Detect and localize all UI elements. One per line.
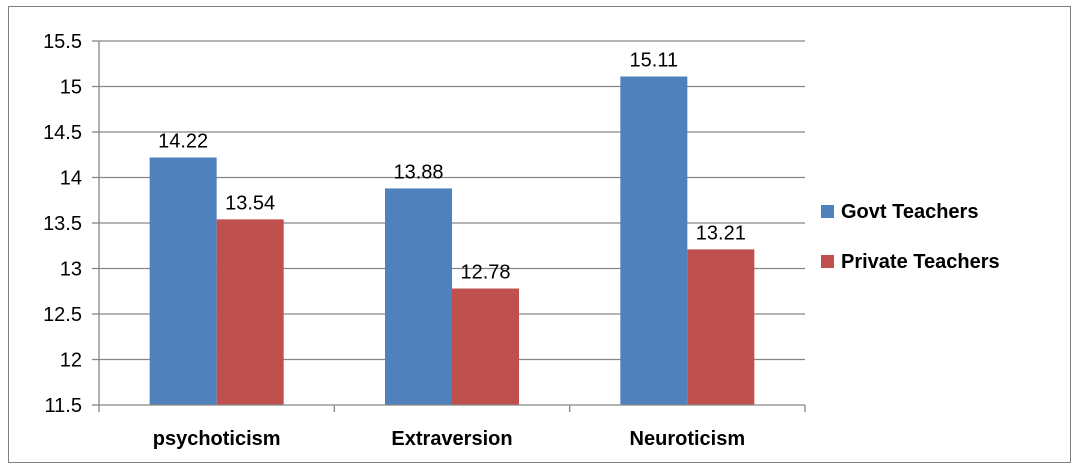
- bar-govt-2: [620, 76, 688, 406]
- y-tick-label: 13: [60, 259, 82, 281]
- y-tick-label: 11.5: [45, 395, 82, 417]
- category-label: Neuroticism: [630, 428, 746, 450]
- y-tick-label: 14.5: [43, 122, 82, 144]
- legend-label: Private Teachers: [841, 251, 1000, 273]
- data-label: 13.21: [696, 222, 746, 244]
- category-label: psychoticism: [153, 428, 281, 450]
- y-tick-label: 13.5: [43, 213, 82, 235]
- data-label: 13.88: [393, 161, 443, 183]
- axes: [92, 40, 806, 412]
- data-label: 15.11: [630, 49, 679, 71]
- data-labels: 14.22 13.88 15.11 13.54 12.78 13.21: [158, 49, 746, 283]
- legend-swatch: [821, 255, 834, 268]
- y-tick-label: 15: [60, 77, 82, 99]
- y-axis-ticks: 15.5 15 14.5 14 13.5 13 12.5 12 11.5: [43, 31, 82, 417]
- data-label: 14.22: [158, 130, 208, 152]
- y-tick-label: 14: [60, 168, 82, 190]
- y-tick-label: 15.5: [43, 31, 82, 53]
- category-label: Extraversion: [391, 428, 512, 450]
- y-tick-label: 12.5: [43, 304, 82, 326]
- legend-label: Govt Teachers: [841, 201, 978, 223]
- bar-private-0: [216, 219, 284, 405]
- y-tick-label: 12: [60, 350, 82, 372]
- bars: [149, 76, 755, 406]
- bar-govt-0: [149, 157, 217, 405]
- bar-private-1: [452, 288, 519, 405]
- data-label: 13.54: [225, 192, 275, 214]
- data-label: 12.78: [460, 262, 510, 284]
- legend: Govt Teachers Private Teachers: [821, 201, 1000, 273]
- bar-private-2: [687, 249, 755, 405]
- legend-swatch: [821, 205, 834, 218]
- category-labels: psychoticism Extraversion Neuroticism: [153, 428, 745, 450]
- bar-govt-1: [385, 188, 452, 405]
